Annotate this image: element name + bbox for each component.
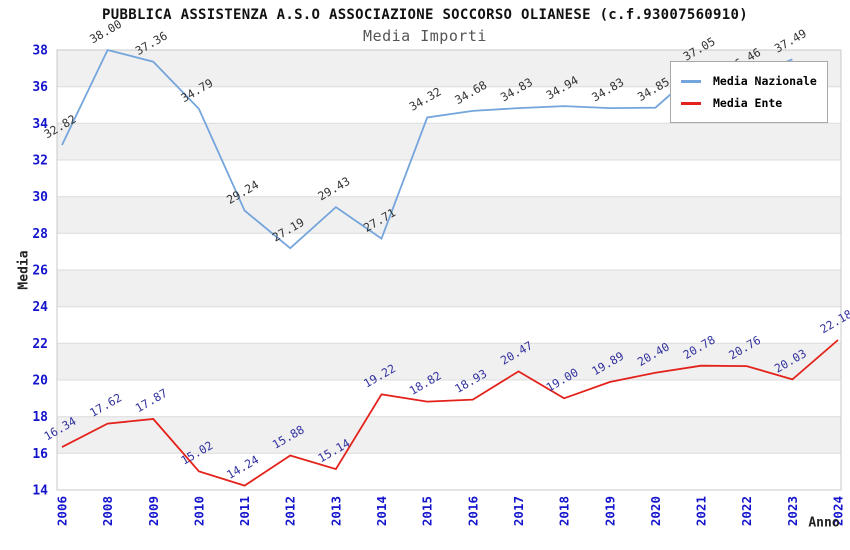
y-tick-label: 20 <box>32 374 48 389</box>
x-tick-label: 2017 <box>511 496 526 526</box>
plot-band <box>57 453 841 490</box>
chart-title: PUBBLICA ASSISTENZA A.S.O ASSOCIAZIONE S… <box>102 7 748 23</box>
plot-band <box>57 343 841 380</box>
x-tick-label: 2009 <box>146 496 161 526</box>
x-tick-label: 2024 <box>831 496 846 526</box>
y-tick-label: 38 <box>32 44 48 59</box>
y-tick-label: 14 <box>32 484 48 499</box>
x-tick-label: 2008 <box>100 496 115 526</box>
plot-band <box>57 270 841 307</box>
x-tick-label: 2013 <box>328 496 343 526</box>
series-line-media-ente <box>61 339 839 487</box>
x-tick-label: 2010 <box>191 496 206 526</box>
plot-band <box>57 416 841 454</box>
x-tick-label: 2015 <box>420 496 435 526</box>
ente-line-swatch-icon <box>681 101 701 105</box>
x-tick-label: 2012 <box>283 496 298 526</box>
plot-band <box>57 306 841 344</box>
legend-item-ente: Media Ente <box>681 92 817 114</box>
y-tick-label: 16 <box>32 447 48 462</box>
y-tick-label: 36 <box>32 80 48 95</box>
x-tick-label: 2016 <box>465 496 480 526</box>
legend-item-label: Media Ente <box>713 96 783 110</box>
x-tick-label: 2006 <box>55 496 70 526</box>
legend: Media Nazionale Media Ente <box>670 61 828 123</box>
y-tick-label: 28 <box>32 227 48 242</box>
y-axis-title: Media <box>16 250 32 290</box>
x-tick-label: 2023 <box>785 496 800 526</box>
x-tick-label: 2014 <box>374 496 389 526</box>
x-axis-title: Anno <box>808 515 840 531</box>
plot-band <box>57 123 841 160</box>
x-tick-label: 2021 <box>694 496 709 526</box>
y-tick-label: 24 <box>32 300 48 315</box>
x-tick-label: 2018 <box>557 496 572 526</box>
plot-band <box>57 196 841 234</box>
y-tick-label: 32 <box>32 154 48 169</box>
plot-band <box>57 380 841 417</box>
y-tick-label: 18 <box>32 410 48 425</box>
x-tick-label: 2022 <box>739 496 754 526</box>
y-tick-label: 26 <box>32 264 48 279</box>
x-tick-label: 2019 <box>602 496 617 526</box>
plot-band <box>57 233 841 270</box>
x-tick-label: 2020 <box>648 496 663 526</box>
y-tick-label: 30 <box>32 190 48 205</box>
plot-band <box>57 160 841 197</box>
chart-subtitle: Media Importi <box>363 27 487 45</box>
legend-item-nazionale: Media Nazionale <box>681 70 817 92</box>
legend-item-label: Media Nazionale <box>713 74 817 88</box>
y-tick-label: 34 <box>32 117 48 132</box>
x-tick-label: 2011 <box>237 496 252 526</box>
nazionale-line-swatch-icon <box>681 79 701 83</box>
plot-border <box>56 49 842 491</box>
y-tick-label: 22 <box>32 337 48 352</box>
